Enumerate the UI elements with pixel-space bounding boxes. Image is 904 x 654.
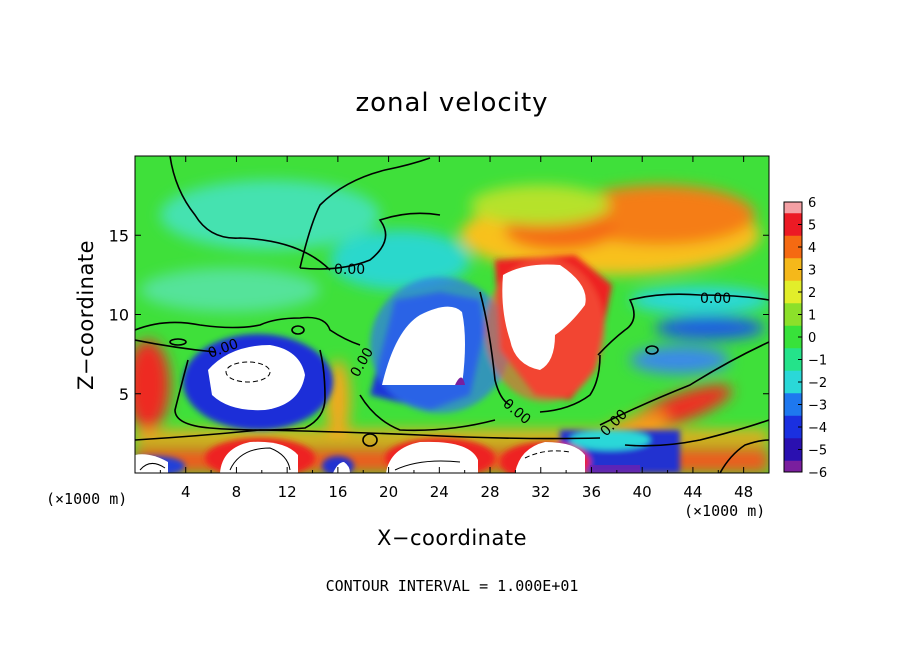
colorbar-tick-label: −4 [808,421,827,436]
x-tick-label: 32 [531,483,550,501]
y-tick-label: 5 [119,385,129,404]
colorbar-band [784,382,802,394]
colorbar-band [784,314,802,327]
contour-lines [135,156,769,473]
y-axis-label: Z−coordinate [74,240,98,390]
colorbar-band [784,460,802,473]
colorbar-tick-label: 6 [808,196,816,211]
colorbar-band [784,202,802,214]
colorbar-tick-label: 2 [808,286,816,301]
colorbar-tick-label: 1 [808,309,816,324]
colorbar-tick-label: −5 [808,444,827,459]
x-tick-label: 20 [379,483,398,501]
colorbar-band [784,213,802,225]
contour-label: 0.00 [334,262,365,278]
colorbar-band [784,224,802,237]
colorbar: 6 5 4 3 2 1 0 −1 −2 −3 −4 −5 −6 [783,196,827,481]
colorbar-band [784,337,802,349]
heatmap-field [135,156,769,473]
colorbar-band [784,449,802,462]
colorbar-tick-label: −1 [808,354,827,369]
x-unit-left: (×1000 m) [46,490,128,508]
colorbar-band [784,247,802,259]
x-tick-label: 12 [278,483,297,501]
x-tick-label: 4 [181,483,191,501]
colorbar-band [784,438,802,450]
colorbar-band [784,415,802,428]
chart-title: zonal velocity [355,88,549,118]
contour-label: 0.00 [700,291,731,307]
y-tick-label: 15 [109,226,129,245]
colorbar-band [784,269,802,282]
colorbar-band [784,280,802,293]
colorbar-tick-label: 4 [808,241,816,256]
x-axis: 4 8 12 16 20 24 28 32 36 40 44 48 [159,156,753,501]
x-tick-label: 16 [328,483,347,501]
colorbar-band [784,359,802,372]
colorbar-tick-label: 5 [808,219,816,234]
colorbar-band [784,235,802,248]
colorbar-band [784,370,802,383]
x-axis-label: X−coordinate [377,526,527,550]
y-tick-label: 10 [109,306,129,325]
contour-interval-note: CONTOUR INTERVAL = 1.000E+01 [325,577,579,595]
colorbar-band [784,427,802,439]
colorbar-tick-label: −6 [808,466,827,481]
y-axis: 5 10 15 [109,226,769,404]
negative-contours [225,361,571,459]
colorbar-band [784,292,802,304]
colorbar-band [784,393,802,405]
colorbar-tick-label: −2 [808,376,827,391]
colorbar-band [784,258,802,270]
x-tick-label: 8 [232,483,242,501]
inner-contours [139,447,461,471]
x-tick-label: 24 [430,483,449,501]
colorbar-band [784,348,802,360]
colorbar-tick-label: −3 [808,399,827,414]
x-tick-label: 44 [683,483,702,501]
x-tick-label: 36 [582,483,601,501]
x-tick-label: 48 [734,483,753,501]
x-tick-label: 40 [633,483,652,501]
colorbar-band [784,303,802,315]
x-tick-label: 28 [480,483,499,501]
x-unit-right: (×1000 m) [684,502,766,520]
colorbar-band [784,404,802,417]
colorbar-tick-label: 0 [808,331,816,346]
colorbar-band [784,325,802,338]
colorbar-tick-label: 3 [808,264,816,279]
